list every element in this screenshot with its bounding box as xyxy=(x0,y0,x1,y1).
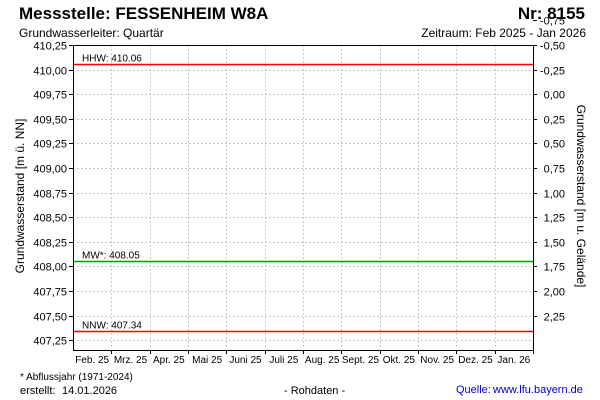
y-tick-label: 408,75 xyxy=(33,189,67,201)
x-tick-label: Juni 25 xyxy=(229,355,262,366)
source-link[interactable]: www.lfu.bayern.de xyxy=(493,384,583,396)
y-axis-right-label: Grundwasserstand [m u. Gelände] xyxy=(574,105,588,288)
y2-tick-label: 0,25 xyxy=(544,115,565,127)
y-tick-label: 408,50 xyxy=(33,213,67,225)
y2-tick-label: 1,00 xyxy=(544,189,565,201)
reference-lines: HHW: 410.06 MW*: 408.05 NNW: 407.34 xyxy=(73,54,533,333)
y2-tick-label: 2,00 xyxy=(544,287,565,299)
y2-tick-label: 1,75 xyxy=(544,262,565,274)
page-title: Messstelle: FESSENHEIM W8A xyxy=(19,4,269,23)
raw-data-note: - Rohdaten - xyxy=(284,385,346,397)
y2-tick-label: -0,50 xyxy=(540,41,565,53)
y-tick-label: 409,25 xyxy=(33,139,67,151)
x-tick-label: Mai 25 xyxy=(192,355,222,366)
x-tick-label: Nov. 25 xyxy=(420,355,454,366)
y-axis-left: 410,25 410,00 409,75 409,50 409,25 409,00 408,… xyxy=(33,41,73,348)
y2-tick-label: 1,25 xyxy=(544,213,565,225)
y-axis-right: -0,75 -0,50 -0,25 0,00 0,25 0,50 0,75 1,00 1,25 1… xyxy=(533,16,565,324)
reference-line-label: NNW: 407.34 xyxy=(82,321,142,332)
y-tick-label: 408,00 xyxy=(33,262,67,274)
reference-line: MW*: 408.05 xyxy=(73,251,533,263)
created-date: 14.01.2026 xyxy=(62,385,118,397)
x-axis: Feb. 25 Mrz. 25 Apr. 25 Mai 25 Juni 25 Juli 2… xyxy=(75,350,534,366)
period-label: Zeitraum: Feb 2025 - Jan 2026 xyxy=(421,26,586,40)
footnote: * Abflussjahr (1971-2024) xyxy=(20,372,133,383)
y-axis-left-label: Grundwasserstand [m ü. NN] xyxy=(13,119,27,274)
x-tick-label: Mrz. 25 xyxy=(114,355,148,366)
y2-tick-label: 0,00 xyxy=(544,90,565,102)
y2-tick-label: -0,75 xyxy=(540,16,565,28)
y-tick-label: 407,25 xyxy=(33,336,67,348)
source-label: Quelle: xyxy=(456,384,491,396)
y-tick-label: 409,50 xyxy=(33,115,67,127)
y2-tick-label: -0,25 xyxy=(540,66,565,78)
y-tick-label: 410,00 xyxy=(33,66,67,78)
x-tick-label: Feb. 25 xyxy=(75,355,109,366)
x-tick-label: Jan. 26 xyxy=(497,355,530,366)
y-tick-label: 410,25 xyxy=(33,41,67,53)
x-tick-label: Juli 25 xyxy=(269,355,298,366)
y2-tick-label: 1,50 xyxy=(544,238,565,250)
reference-line: HHW: 410.06 xyxy=(73,54,533,66)
grid-vertical xyxy=(111,45,496,350)
station-number: Nr: 8155 xyxy=(517,4,585,23)
y-tick-label: 409,75 xyxy=(33,90,67,102)
y-tick-label: 408,25 xyxy=(33,238,67,250)
x-tick-label: Dez. 25 xyxy=(458,355,493,366)
x-tick-label: Apr. 25 xyxy=(153,355,185,366)
x-tick-label: Aug. 25 xyxy=(305,355,340,366)
reference-line-label: HHW: 410.06 xyxy=(82,54,142,65)
created-label: erstellt: xyxy=(20,385,56,397)
reference-line-label: MW*: 408.05 xyxy=(82,251,140,262)
y-tick-label: 407,50 xyxy=(33,312,67,324)
y2-tick-label: 2,25 xyxy=(544,312,565,324)
aquifer-subtitle: Grundwasserleiter: Quartär xyxy=(19,26,164,40)
y2-tick-label: 0,75 xyxy=(544,164,565,176)
y2-tick-label: 0,50 xyxy=(544,139,565,151)
y-tick-label: 409,00 xyxy=(33,164,67,176)
x-tick-label: Okt. 25 xyxy=(383,355,416,366)
y-tick-label: 407,75 xyxy=(33,287,67,299)
reference-line: NNW: 407.34 xyxy=(73,321,533,333)
x-tick-label: Sept. 25 xyxy=(342,355,380,366)
